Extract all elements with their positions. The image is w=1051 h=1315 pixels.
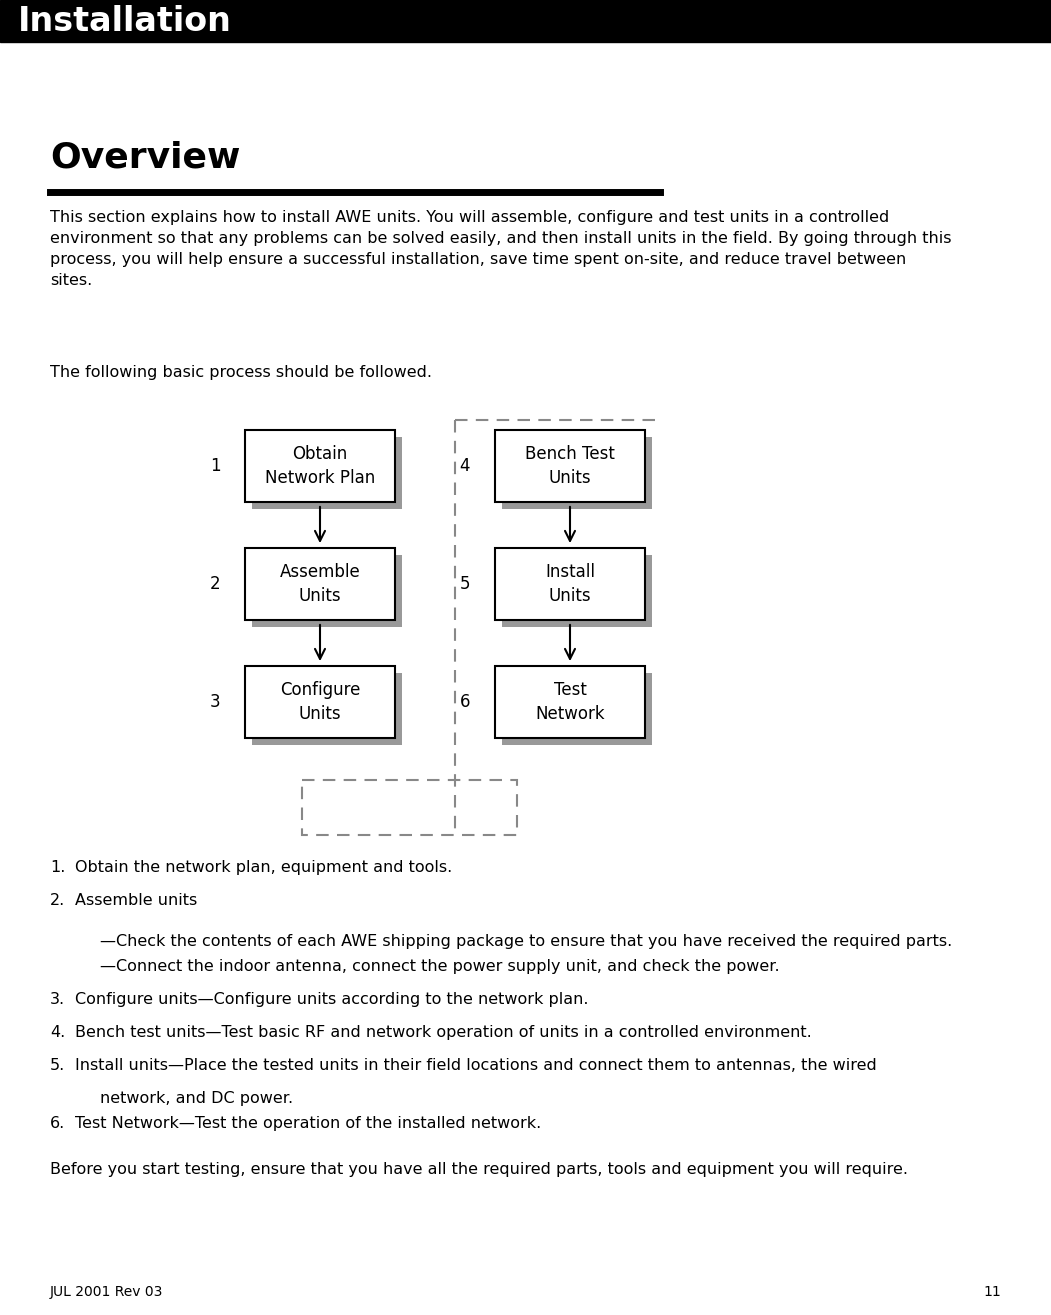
- Text: 3.: 3.: [50, 992, 65, 1007]
- Bar: [252, 555, 401, 627]
- Text: Install units—Place the tested units in their field locations and connect them t: Install units—Place the tested units in …: [75, 1059, 877, 1073]
- Text: 2.: 2.: [50, 893, 65, 907]
- Text: Assemble units: Assemble units: [75, 893, 198, 907]
- Text: 4.: 4.: [50, 1024, 65, 1040]
- Text: Installation: Installation: [18, 4, 232, 38]
- Text: 2: 2: [210, 575, 221, 593]
- Bar: [0, 0, 1051, 42]
- Text: Bench test units—Test basic RF and network operation of units in a controlled en: Bench test units—Test basic RF and netwo…: [75, 1024, 811, 1040]
- Bar: [502, 555, 652, 627]
- Text: 4: 4: [459, 458, 470, 475]
- Bar: [252, 437, 401, 509]
- Text: 6: 6: [459, 693, 470, 711]
- Text: 3: 3: [210, 693, 221, 711]
- Text: JUL 2001 Rev 03: JUL 2001 Rev 03: [50, 1285, 163, 1299]
- Text: 5.: 5.: [50, 1059, 65, 1073]
- Bar: [245, 548, 395, 619]
- Bar: [302, 780, 517, 835]
- Text: Obtain the network plan, equipment and tools.: Obtain the network plan, equipment and t…: [75, 860, 452, 874]
- Text: 1.: 1.: [50, 860, 65, 874]
- Text: The following basic process should be followed.: The following basic process should be fo…: [50, 366, 432, 380]
- Text: Obtain
Network Plan: Obtain Network Plan: [265, 446, 375, 487]
- Text: Install
Units: Install Units: [545, 563, 595, 605]
- Text: sites.: sites.: [50, 274, 92, 288]
- Bar: [495, 665, 645, 738]
- Text: Before you start testing, ensure that you have all the required parts, tools and: Before you start testing, ensure that yo…: [50, 1162, 908, 1177]
- Text: Test Network—Test the operation of the installed network.: Test Network—Test the operation of the i…: [75, 1116, 541, 1131]
- Bar: [252, 673, 401, 746]
- Text: Configure
Units: Configure Units: [280, 681, 360, 723]
- Text: Overview: Overview: [50, 139, 241, 174]
- Bar: [245, 665, 395, 738]
- Text: Configure units—Configure units according to the network plan.: Configure units—Configure units accordin…: [75, 992, 589, 1007]
- Bar: [502, 673, 652, 746]
- Text: process, you will help ensure a successful installation, save time spent on-site: process, you will help ensure a successf…: [50, 252, 906, 267]
- Text: 11: 11: [984, 1285, 1001, 1299]
- Bar: [245, 430, 395, 502]
- Text: 5: 5: [459, 575, 470, 593]
- Bar: [502, 437, 652, 509]
- Text: Bench Test
Units: Bench Test Units: [526, 446, 615, 487]
- Text: Assemble
Units: Assemble Units: [280, 563, 360, 605]
- Text: 1: 1: [210, 458, 221, 475]
- Text: Test
Network: Test Network: [535, 681, 604, 723]
- Text: —Connect the indoor antenna, connect the power supply unit, and check the power.: —Connect the indoor antenna, connect the…: [100, 959, 780, 974]
- Bar: [495, 430, 645, 502]
- Text: 6.: 6.: [50, 1116, 65, 1131]
- Bar: [495, 548, 645, 619]
- Text: This section explains how to install AWE units. You will assemble, configure and: This section explains how to install AWE…: [50, 210, 889, 225]
- Text: —Check the contents of each AWE shipping package to ensure that you have receive: —Check the contents of each AWE shipping…: [100, 934, 952, 949]
- Text: environment so that any problems can be solved easily, and then install units in: environment so that any problems can be …: [50, 231, 951, 246]
- Text: network, and DC power.: network, and DC power.: [100, 1091, 293, 1106]
